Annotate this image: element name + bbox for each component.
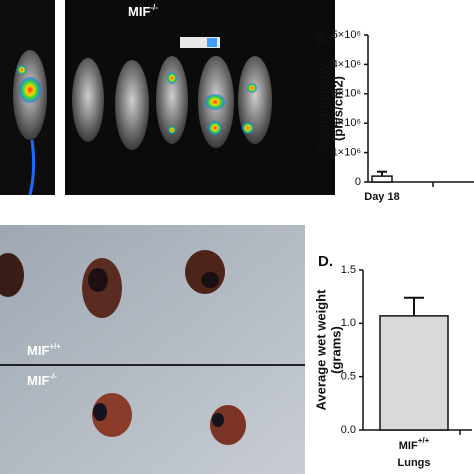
- y-tick-label: 2×10⁶: [332, 117, 361, 129]
- y-tick-label: 1.5: [341, 264, 356, 276]
- category-text: Day 18: [364, 191, 399, 203]
- panel-label: B.: [315, 31, 330, 48]
- y-axis-label: (grams): [328, 326, 343, 374]
- x-tick-sublabel: Lungs: [398, 457, 431, 469]
- bar: [371, 175, 393, 183]
- x-tick-label: MIF+/+: [399, 436, 430, 452]
- y-tick-label: 3×10⁶: [332, 88, 361, 100]
- lung-panel-label: MIF-/-: [27, 372, 57, 388]
- category-superscript: +/+: [418, 436, 430, 445]
- y-axis-label: Mean Intensity: [315, 63, 330, 154]
- mouse-panel-label: MIF-/-: [128, 3, 158, 19]
- bar: [379, 315, 449, 431]
- panel-label: D.: [318, 253, 333, 270]
- y-axis-label: (ph/s/cm2): [330, 76, 345, 141]
- category-text: MIF: [399, 440, 418, 452]
- lung-panel-label: MIF+/+: [27, 342, 61, 358]
- y-axis-label: Average wet weight: [313, 289, 328, 411]
- mouse-image: MIF-/-: [0, 0, 335, 196]
- x-tick-label: Day 18: [364, 191, 399, 203]
- y-tick-label: 4×10⁶: [332, 58, 361, 70]
- y-tick-label: 1×10⁶: [332, 147, 361, 159]
- lung-image: MIF+/+ MIF-/-: [0, 225, 305, 474]
- y-tick-label: 0.5: [341, 371, 356, 383]
- y-tick-label: 5×10⁶: [332, 29, 361, 41]
- y-tick-label: 0.0: [341, 424, 356, 436]
- y-tick-label: 0: [355, 176, 361, 188]
- y-tick-label: 1.0: [341, 317, 356, 329]
